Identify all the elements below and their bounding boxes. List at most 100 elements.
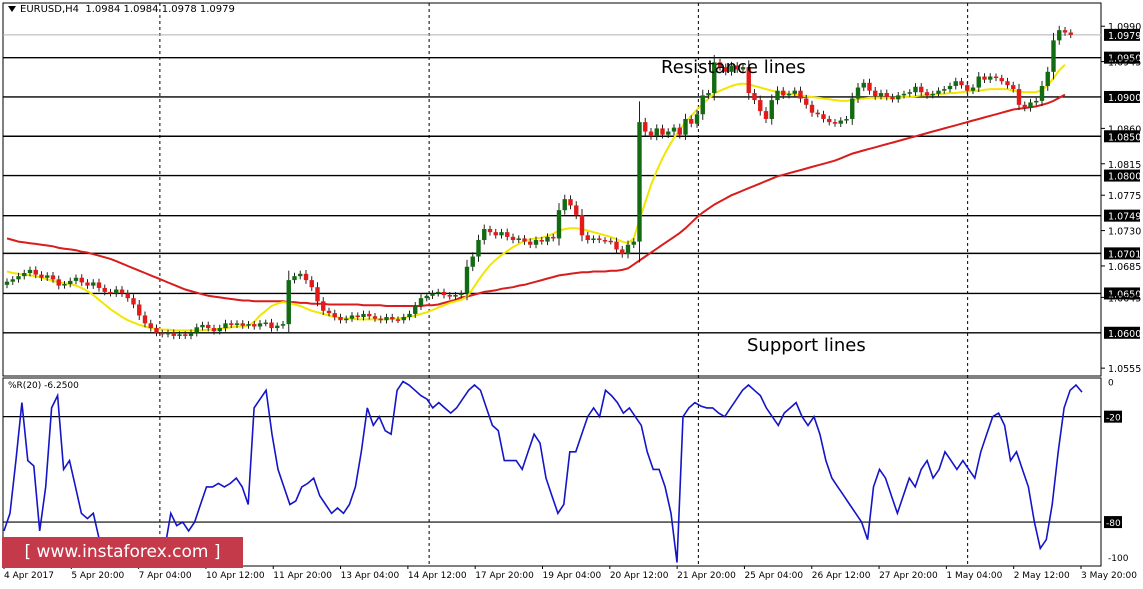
bull-candle bbox=[298, 273, 303, 277]
bull-candle bbox=[1028, 102, 1033, 108]
bull-candle bbox=[516, 238, 521, 241]
bull-candle bbox=[73, 277, 79, 281]
bear-candle bbox=[723, 67, 728, 72]
bull-candle bbox=[562, 199, 567, 211]
bull-candle bbox=[844, 118, 849, 121]
bear-candle bbox=[648, 131, 654, 137]
price-level-label: 1.0979 bbox=[1108, 31, 1141, 42]
bull-candle bbox=[91, 282, 96, 286]
indicator-pane-border bbox=[2, 377, 1102, 567]
bull-candle bbox=[384, 317, 389, 321]
bull-candle bbox=[62, 284, 67, 286]
bear-candle bbox=[579, 214, 585, 236]
bull-candle bbox=[683, 118, 688, 135]
moving-averages-layer bbox=[6, 63, 1066, 332]
chart-header: EURUSD,H4 1.0984 1.0984 1.0978 1.0979 bbox=[8, 4, 235, 15]
bear-candle bbox=[821, 114, 826, 119]
bear-candle bbox=[85, 282, 90, 286]
bear-candle bbox=[390, 317, 395, 320]
bear-candle bbox=[827, 118, 832, 123]
slow-moving-average-line bbox=[6, 93, 1066, 307]
bull-candle bbox=[666, 131, 671, 135]
bear-candle bbox=[965, 85, 970, 91]
bull-candle bbox=[188, 332, 194, 336]
bull-candle bbox=[637, 122, 642, 242]
price-level-badge bbox=[1104, 169, 1140, 182]
bear-candle bbox=[137, 304, 142, 316]
bear-candle bbox=[528, 241, 533, 245]
price-level-label: 1.0650 bbox=[1108, 289, 1141, 300]
bear-candle bbox=[315, 287, 320, 302]
dropdown-triangle-icon[interactable] bbox=[8, 6, 16, 12]
time-tick-label: 25 Apr 04:00 bbox=[744, 571, 803, 581]
resistance-annotation: Resistance lines bbox=[661, 57, 806, 78]
bull-candle bbox=[896, 95, 901, 100]
fast-moving-average-line bbox=[6, 63, 1066, 332]
bear-candle bbox=[1062, 30, 1068, 33]
bull-candle bbox=[430, 293, 435, 296]
bear-candle bbox=[50, 275, 56, 280]
bear-candle bbox=[735, 65, 740, 70]
bear-candle bbox=[252, 324, 257, 327]
bear-candle bbox=[614, 241, 619, 250]
bear-candle bbox=[206, 324, 211, 329]
time-tick-label: 11 Apr 20:00 bbox=[273, 571, 332, 581]
price-level-badge bbox=[1104, 130, 1140, 143]
bull-candle bbox=[953, 81, 958, 86]
price-level-badge bbox=[1104, 51, 1140, 64]
bear-candle bbox=[551, 236, 556, 239]
bull-candle bbox=[694, 114, 700, 124]
bull-candle bbox=[68, 280, 73, 285]
bull-candle bbox=[459, 293, 464, 296]
bear-candle bbox=[815, 112, 820, 115]
bear-candle bbox=[372, 316, 378, 319]
time-tick-label: 1 May 04:00 bbox=[946, 571, 1002, 581]
price-level-badge bbox=[1104, 209, 1140, 222]
bear-candle bbox=[574, 205, 579, 215]
bull-candle bbox=[591, 238, 596, 241]
bull-candle bbox=[988, 76, 993, 80]
price-level-badge bbox=[1104, 247, 1140, 260]
bear-candle bbox=[746, 67, 751, 94]
price-level-label: 1.0701 bbox=[1108, 249, 1141, 260]
bear-candle bbox=[378, 318, 383, 321]
bull-candle bbox=[1051, 40, 1056, 72]
bull-candle bbox=[22, 273, 27, 277]
bear-candle bbox=[890, 96, 895, 100]
bear-candle bbox=[447, 295, 452, 297]
bull-candle bbox=[114, 289, 119, 294]
bear-candle bbox=[39, 274, 44, 278]
bull-candle bbox=[177, 334, 182, 336]
bull-candle bbox=[936, 90, 941, 94]
price-tick-label: 1.0685 bbox=[1108, 262, 1141, 273]
bull-candle bbox=[464, 266, 470, 294]
bull-candle bbox=[200, 324, 205, 328]
price-tick-label: 1.0815 bbox=[1108, 160, 1141, 171]
price-tick-label: 1.0730 bbox=[1108, 227, 1141, 238]
bull-candle bbox=[947, 85, 953, 90]
bear-candle bbox=[620, 249, 625, 255]
bear-candle bbox=[781, 90, 786, 96]
bear-candle bbox=[441, 291, 447, 296]
bull-candle bbox=[545, 236, 550, 242]
bear-candle bbox=[269, 322, 274, 329]
bull-candle bbox=[217, 328, 222, 332]
bear-candle bbox=[1005, 81, 1010, 86]
bull-candle bbox=[942, 89, 947, 91]
grid-layer bbox=[2, 2, 1102, 567]
price-level-label: 1.0800 bbox=[1108, 172, 1141, 183]
price-level-label: 1.0950 bbox=[1108, 54, 1141, 65]
time-tick-label: 21 Apr 20:00 bbox=[677, 571, 736, 581]
bear-candle bbox=[758, 100, 763, 112]
bull-candle bbox=[424, 295, 429, 299]
bear-candle bbox=[752, 93, 757, 101]
bear-candle bbox=[142, 315, 148, 324]
bull-candle bbox=[407, 313, 412, 318]
time-tick-label: 26 Apr 12:00 bbox=[812, 571, 871, 581]
bull-candle bbox=[901, 93, 907, 96]
bear-candle bbox=[355, 315, 360, 318]
bull-candle bbox=[792, 90, 797, 94]
bull-candle bbox=[275, 325, 280, 329]
